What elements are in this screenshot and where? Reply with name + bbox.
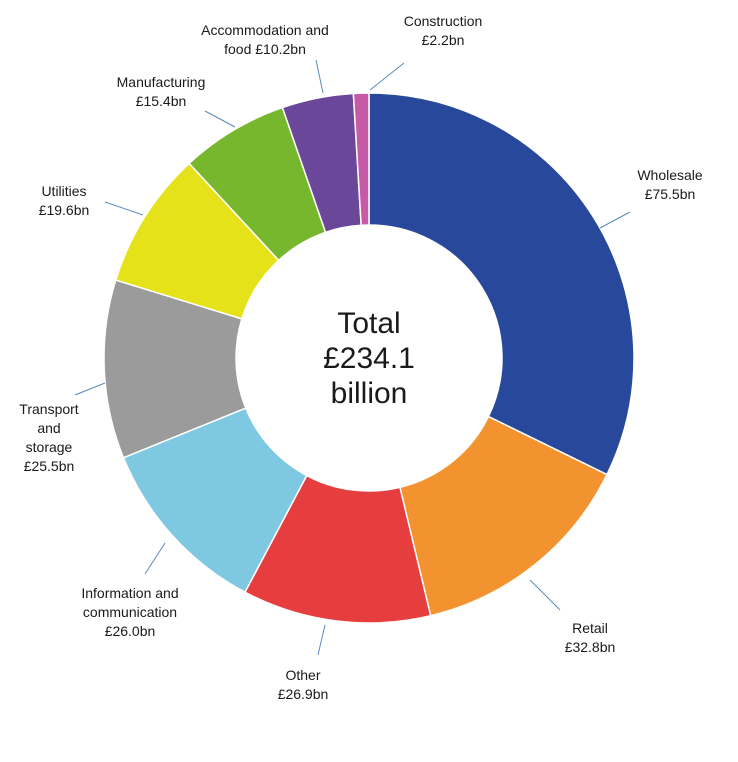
slice-label-line: £2.2bn <box>422 32 465 48</box>
slice-label-line: £19.6bn <box>39 202 90 218</box>
slice-label-line: Retail <box>572 620 608 636</box>
leader-line-manufacturing <box>204 110 236 128</box>
slice-other <box>243 474 432 624</box>
slice-label-other: Other £26.9bn <box>278 667 329 702</box>
center-label-line: £234.1 <box>323 342 415 375</box>
slice-label-line: Accommodation and <box>201 22 329 38</box>
slice-label-line: Manufacturing <box>117 74 206 90</box>
slice-label-line: Utilities <box>41 183 86 199</box>
slice-label-accommodation-and: Accommodation and food £10.2bn <box>201 22 329 57</box>
slice-label-utilities: Utilities £19.6bn <box>39 183 90 218</box>
leader-line-accommodation-and <box>315 59 324 94</box>
slice-label-line: Wholesale <box>637 167 703 183</box>
slice-label-manufacturing: Manufacturing £15.4bn <box>117 74 206 109</box>
slice-label-line: £32.8bn <box>565 639 616 655</box>
center-total-label: Total £234.1 billion <box>323 307 415 410</box>
center-label-line: Total <box>337 307 400 340</box>
slice-label-information-and: Information and communication £26.0bn <box>81 585 178 639</box>
slice-labels: Wholesale £75.5bn Retail £32.8bn Other £26.9b… <box>19 13 703 702</box>
leader-line-other <box>317 624 326 656</box>
leader-line-transport <box>74 382 106 396</box>
slice-construction <box>352 92 370 227</box>
slice-label-line: storage <box>26 439 73 455</box>
slice-label-retail: Retail £32.8bn <box>565 620 616 655</box>
slice-wholesale <box>368 92 635 476</box>
slice-label-transport: Transport and storage £25.5bn <box>19 401 79 474</box>
slice-label-line: communication <box>83 604 177 620</box>
slice-label-line: Construction <box>404 13 483 29</box>
slice-label-construction: Construction £2.2bn <box>404 13 483 48</box>
slice-label-line: £26.0bn <box>105 623 156 639</box>
slice-label-line: Information and <box>81 585 178 601</box>
slice-label-line: £25.5bn <box>24 458 75 474</box>
slice-retail <box>399 415 608 617</box>
slice-label-line: and <box>37 420 60 436</box>
slice-label-line: Other <box>285 667 320 683</box>
slice-label-line: £75.5bn <box>645 186 696 202</box>
leader-lines <box>74 59 631 656</box>
donut-slices <box>103 92 635 624</box>
slice-label-wholesale: Wholesale £75.5bn <box>637 167 703 202</box>
leader-line-utilities <box>104 201 144 216</box>
leader-line-construction <box>369 62 405 91</box>
slice-label-line: food £10.2bn <box>224 41 306 57</box>
leader-line-information-and <box>144 542 166 575</box>
slice-label-line: £26.9bn <box>278 686 329 702</box>
center-label-line: billion <box>331 377 408 410</box>
slice-label-line: Transport <box>19 401 79 417</box>
slice-label-line: £15.4bn <box>136 93 187 109</box>
leader-line-wholesale <box>599 211 631 229</box>
leader-line-retail <box>529 579 561 611</box>
